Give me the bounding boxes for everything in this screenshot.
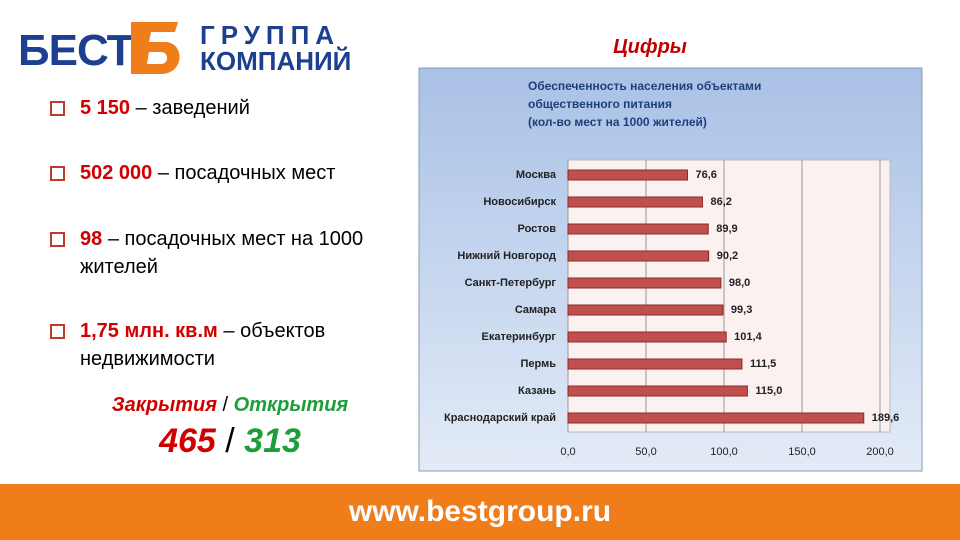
logo-symbol [131,22,180,74]
bar [567,412,865,424]
x-tick-label: 150,0 [788,446,816,458]
fact: 502 000 – посадочных мест [50,159,430,187]
y-tick-label: Краснодарский край [444,412,556,424]
value-label: 86,2 [710,196,731,208]
value-label: 98,0 [729,277,750,289]
fact-value: 5 150 [80,97,131,119]
value-label: 90,2 [717,250,738,262]
chart-title: Обеспеченность населения объектами [528,79,761,93]
separator: / [225,422,235,460]
footer-url: www.bestgroup.ru [348,495,612,528]
closed-label: Закрытия [111,394,217,416]
y-tick-label: Ростов [518,223,557,235]
fact-text: – посадочных мест на 1000 жителей [80,228,364,278]
logo-line2: КОМПАНИЙ [200,46,352,76]
y-tick-label: Пермь [521,358,557,370]
separator: / [222,394,229,416]
bar [567,196,703,208]
closed-value: 465 [159,422,216,460]
value-label: 101,4 [734,331,762,343]
bar [567,250,710,262]
fact: 5 150 – заведений [50,94,430,122]
bar [567,277,722,289]
chart-title: (кол-во мест на 1000 жителей) [528,115,707,129]
fact-text: – заведений [135,97,250,119]
chart-title: общественного питания [528,97,672,111]
heading: Цифры [613,36,687,58]
fact: 98 – посадочных мест на 1000 жителей [50,225,390,281]
value-label: 89,9 [716,223,737,235]
bar [567,223,709,235]
y-tick-label: Москва [516,169,557,181]
logo: БЕСТ ГРУППА КОМПАНИЙ [18,18,368,78]
opened-value: 313 [244,422,301,460]
bar [567,331,727,343]
bullet [50,232,65,247]
fact-text: – объектов недвижимости [80,320,326,370]
fact-value: 502 000 [80,162,153,184]
y-tick-label: Нижний Новгород [457,250,556,262]
x-tick-label: 50,0 [635,446,656,458]
x-tick-label: 100,0 [710,446,738,458]
x-tick-label: 200,0 [866,446,894,458]
value-label: 111,5 [750,358,776,370]
bar [567,358,743,370]
y-tick-label: Санкт-Петербург [465,277,557,289]
y-tick-label: Самара [515,304,557,316]
fact: 1,75 млн. кв.м – объектов недвижимости [50,317,430,373]
opened-label: Открытия [233,394,349,416]
y-tick-label: Екатеринбург [481,331,556,343]
closures-labels: Закрытия / Открытия [30,394,430,417]
value-label: 99,3 [731,304,752,316]
bar [567,304,724,316]
logo-line1: ГРУППА [200,20,341,50]
bullet [50,166,65,181]
y-tick-label: Новосибирск [483,196,556,208]
bullet [50,101,65,116]
value-label: 189,6 [872,412,900,424]
footer-bar: www.bestgroup.ru [0,484,960,540]
value-label: 115,0 [755,385,782,397]
bar [567,385,748,397]
fact-value: 98 [80,228,103,250]
chart: Обеспеченность населения объектами общест… [418,67,923,472]
logo-name: БЕСТ [18,26,134,75]
fact-text: – посадочных мест [157,162,336,184]
fact-value: 1,75 млн. кв.м [80,320,218,342]
bullet [50,324,65,339]
bar [567,169,688,181]
closures-values: 465 / 313 [30,422,430,461]
y-tick-label: Казань [518,385,556,397]
x-tick-label: 0,0 [560,446,575,458]
value-label: 76,6 [695,169,716,181]
